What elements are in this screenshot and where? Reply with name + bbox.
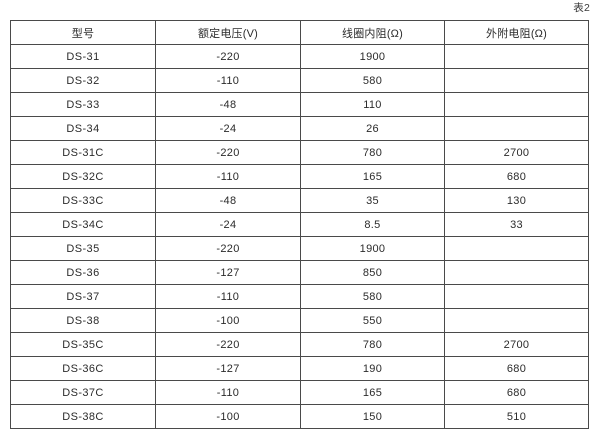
cell-voltage: -220 (155, 236, 301, 261)
cell-external_resistance (444, 284, 589, 309)
cell-voltage: -220 (155, 44, 301, 69)
table-row: DS-36 -127 850 (10, 260, 589, 285)
cell-model: DS-34 (10, 116, 156, 141)
table-caption: 表2 (0, 1, 590, 15)
cell-model: DS-33 (10, 92, 156, 117)
cell-model: DS-36C (10, 356, 156, 381)
table-header: 型号 额定电压(V) 线圈内阻(Ω) 外附电阻(Ω) (10, 20, 589, 45)
cell-coil_resistance: 165 (300, 164, 445, 189)
table-row: DS-38C -100 150 510 (10, 404, 589, 429)
cell-voltage: -48 (155, 188, 301, 213)
cell-external_resistance (444, 92, 589, 117)
column-header-external-resistance: 外附电阻(Ω) (444, 20, 589, 45)
cell-voltage: -110 (155, 284, 301, 309)
cell-model: DS-35 (10, 236, 156, 261)
cell-model: DS-33C (10, 188, 156, 213)
cell-coil_resistance: 1900 (300, 236, 445, 261)
cell-external_resistance: 510 (444, 404, 589, 429)
table-row: DS-33C -48 35 130 (10, 188, 589, 213)
cell-external_resistance: 33 (444, 212, 589, 237)
cell-external_resistance: 680 (444, 164, 589, 189)
cell-external_resistance (444, 308, 589, 333)
table-header-row: 型号 额定电压(V) 线圈内阻(Ω) 外附电阻(Ω) (10, 20, 589, 45)
cell-coil_resistance: 780 (300, 332, 445, 357)
cell-external_resistance: 2700 (444, 332, 589, 357)
table-row: DS-32C -110 165 680 (10, 164, 589, 189)
table-row: DS-31C -220 780 2700 (10, 140, 589, 165)
column-header-voltage: 额定电压(V) (155, 20, 301, 45)
table-row: DS-37C -110 165 680 (10, 380, 589, 405)
cell-coil_resistance: 580 (300, 284, 445, 309)
cell-coil_resistance: 550 (300, 308, 445, 333)
cell-coil_resistance: 8.5 (300, 212, 445, 237)
cell-model: DS-31C (10, 140, 156, 165)
cell-coil_resistance: 110 (300, 92, 445, 117)
cell-model: DS-37 (10, 284, 156, 309)
table-row: DS-38 -100 550 (10, 308, 589, 333)
cell-coil_resistance: 1900 (300, 44, 445, 69)
cell-model: DS-32C (10, 164, 156, 189)
table-row: DS-35 -220 1900 (10, 236, 589, 261)
cell-model: DS-34C (10, 212, 156, 237)
cell-coil_resistance: 780 (300, 140, 445, 165)
cell-voltage: -110 (155, 68, 301, 93)
table-row: DS-35C -220 780 2700 (10, 332, 589, 357)
cell-model: DS-38 (10, 308, 156, 333)
cell-coil_resistance: 580 (300, 68, 445, 93)
relay-specification-table: 型号 额定电压(V) 线圈内阻(Ω) 外附电阻(Ω) DS-31 -220 1900… (10, 20, 589, 429)
cell-voltage: -48 (155, 92, 301, 117)
table-row: DS-31 -220 1900 (10, 44, 589, 69)
cell-model: DS-31 (10, 44, 156, 69)
cell-coil_resistance: 165 (300, 380, 445, 405)
table-caption-label: 表2 (573, 2, 590, 14)
table-row: DS-33 -48 110 (10, 92, 589, 117)
cell-voltage: -220 (155, 332, 301, 357)
cell-model: DS-37C (10, 380, 156, 405)
cell-voltage: -110 (155, 164, 301, 189)
cell-voltage: -127 (155, 356, 301, 381)
cell-external_resistance (444, 68, 589, 93)
table-row: DS-32 -110 580 (10, 68, 589, 93)
cell-voltage: -100 (155, 308, 301, 333)
cell-model: DS-36 (10, 260, 156, 285)
cell-voltage: -24 (155, 212, 301, 237)
cell-voltage: -100 (155, 404, 301, 429)
cell-coil_resistance: 35 (300, 188, 445, 213)
cell-external_resistance (444, 116, 589, 141)
cell-coil_resistance: 26 (300, 116, 445, 141)
cell-external_resistance (444, 236, 589, 261)
table-row: DS-36C -127 190 680 (10, 356, 589, 381)
cell-voltage: -127 (155, 260, 301, 285)
cell-coil_resistance: 850 (300, 260, 445, 285)
cell-voltage: -220 (155, 140, 301, 165)
cell-coil_resistance: 150 (300, 404, 445, 429)
cell-external_resistance (444, 260, 589, 285)
table-row: DS-34 -24 26 (10, 116, 589, 141)
table-row: DS-37 -110 580 (10, 284, 589, 309)
cell-voltage: -110 (155, 380, 301, 405)
cell-external_resistance: 130 (444, 188, 589, 213)
column-header-model: 型号 (10, 20, 156, 45)
cell-external_resistance (444, 44, 589, 69)
cell-coil_resistance: 190 (300, 356, 445, 381)
cell-external_resistance: 680 (444, 380, 589, 405)
cell-external_resistance: 680 (444, 356, 589, 381)
cell-model: DS-35C (10, 332, 156, 357)
table-row: DS-34C -24 8.5 33 (10, 212, 589, 237)
cell-external_resistance: 2700 (444, 140, 589, 165)
column-header-coil-resistance: 线圈内阻(Ω) (300, 20, 445, 45)
table-body: DS-31 -220 1900 DS-32 -110 580 DS-33 -48 110 DS-3… (10, 44, 589, 429)
cell-model: DS-32 (10, 68, 156, 93)
cell-model: DS-38C (10, 404, 156, 429)
cell-voltage: -24 (155, 116, 301, 141)
